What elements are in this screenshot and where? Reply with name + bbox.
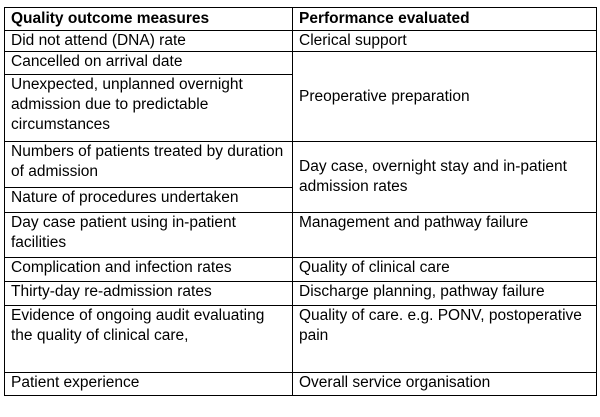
measure-cell: Unexpected, unplanned overnight admissio… <box>4 74 293 142</box>
measure-cell: Day case patient using in-patient facili… <box>4 212 293 258</box>
table-row: Unexpected, unplanned overnight admissio… <box>4 74 597 142</box>
measure-cell: Nature of procedures undertaken <box>4 187 293 213</box>
performance-cell: Quality of care. e.g. PONV, postoperativ… <box>292 305 597 373</box>
measure-cell: Evidence of ongoing audit evaluating the… <box>4 305 293 373</box>
performance-cell: Preoperative preparation <box>292 51 597 142</box>
measure-cell: Numbers of patients treated by duration … <box>4 141 293 188</box>
table-row: Patient experience Overall service organ… <box>4 372 597 396</box>
table-header-row: Quality outcome measures Performance eva… <box>4 7 597 31</box>
performance-cell: Day case, overnight stay and in-patient … <box>292 141 597 213</box>
measure-cell: Cancelled on arrival date <box>4 51 293 75</box>
performance-cell: Quality of clinical care <box>292 257 597 282</box>
measure-cell: Thirty-day re-admission rates <box>4 281 293 306</box>
measure-cell: Patient experience <box>4 372 293 396</box>
table-row: Evidence of ongoing audit evaluating the… <box>4 305 597 373</box>
table-row: Complication and infection rates Quality… <box>4 257 597 282</box>
header-quality-outcome-measures: Quality outcome measures <box>4 7 293 31</box>
performance-cell: Discharge planning, pathway failure <box>292 281 597 306</box>
measure-cell: Did not attend (DNA) rate <box>4 30 293 52</box>
table-row: Thirty-day re-admission rates Discharge … <box>4 281 597 306</box>
table-row: Day case patient using in-patient facili… <box>4 212 597 258</box>
table-row: Numbers of patients treated by duration … <box>4 141 597 213</box>
performance-cell: Clerical support <box>292 30 597 52</box>
header-performance-evaluated: Performance evaluated <box>292 7 597 31</box>
table-row: Did not attend (DNA) rate Clerical suppo… <box>4 30 597 52</box>
table-row: Cancelled on arrival date Preoperative p… <box>4 51 597 142</box>
measure-cell: Complication and infection rates <box>4 257 293 282</box>
performance-cell: Overall service organisation <box>292 372 597 396</box>
quality-outcome-table: Quality outcome measures Performance eva… <box>4 7 597 396</box>
performance-cell: Management and pathway failure <box>292 212 597 258</box>
